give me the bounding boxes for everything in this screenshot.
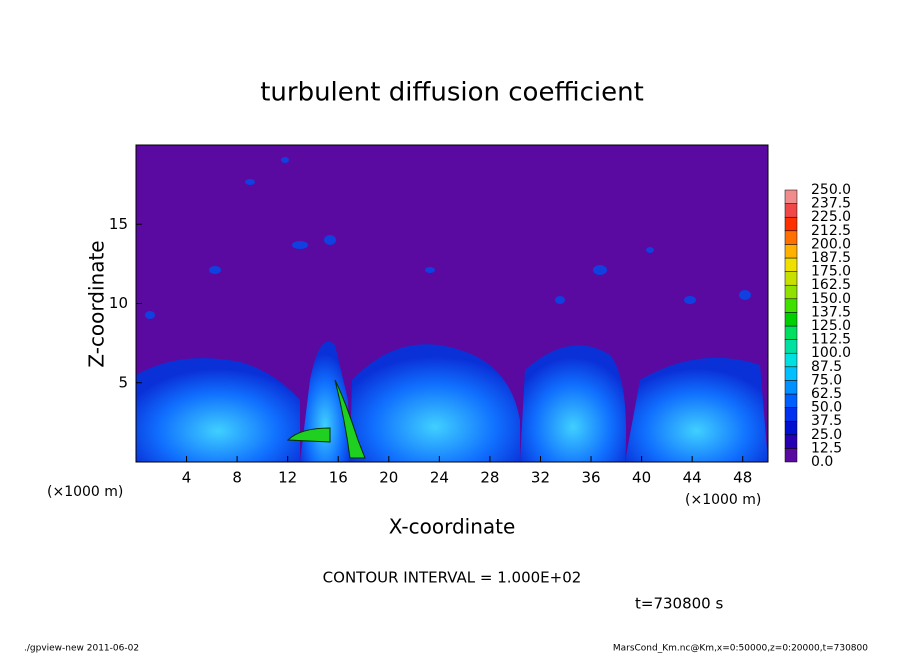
colorbar-label: 62.5 [811,386,842,402]
x-tick-label: 48 [733,469,752,487]
colorbar-label: 225.0 [811,209,851,225]
x-tick-label: 28 [480,469,499,487]
colorbar-label: 12.5 [811,440,842,456]
field-eddies [145,157,751,319]
colorbar-box [784,244,798,259]
colorbar-box [784,271,798,286]
footer-right: MarsCond_Km.nc@Km,x=0:50000,z=0:20000,t=… [613,644,868,654]
colorbar-box [784,339,798,354]
colorbar-box [784,284,798,300]
colorbar-label: 87.5 [811,359,842,375]
field-region [350,344,520,462]
colorbar-label: 187.5 [811,250,851,266]
colorbar-box [784,366,798,381]
colorbar-box [784,434,798,449]
x-tick-label: 44 [683,469,702,487]
colorbar-box [784,380,798,395]
x-tick-label: 36 [581,469,600,487]
colorbar-box [784,189,798,204]
colorbar-label: 150.0 [811,291,851,307]
x-tick-label: 4 [182,469,192,487]
colorbar-label: 112.5 [811,332,851,348]
colorbar-box [784,312,798,327]
colorbar-box [784,216,798,232]
colorbar-label: 125.0 [811,318,851,334]
colorbar-label: 25.0 [811,427,842,443]
y-axis-label: Z-coordinate [85,240,109,367]
x-unit-label: (×1000 m) [47,484,123,500]
chart-title: turbulent diffusion coefficient [260,78,644,108]
colorbar-box [784,352,798,368]
colorbar-label: 250.0 [811,182,851,198]
x-tick-label: 20 [379,469,398,487]
colorbar-label: 100.0 [811,345,851,361]
colorbar-label: 137.5 [811,304,851,320]
colorbar-box [784,230,798,245]
colorbar-box [784,298,798,313]
x-tick-label: 32 [531,469,550,487]
colorbar-box [784,420,798,436]
colorbar-label: 37.5 [811,413,842,429]
colorbar-box [784,393,798,408]
y-tick-label: 10 [109,294,128,312]
colorbar-label: 237.5 [811,196,851,212]
colorbar-label: 0.0 [811,454,833,470]
x-tick-label: 8 [232,469,242,487]
x-tick-label: 40 [632,469,651,487]
colorbar-box [784,325,798,340]
footer-left: ./gpview-new 2011-06-02 [24,644,139,654]
colorbar-box [784,257,798,272]
colorbar-label: 162.5 [811,277,851,293]
x-tick-label: 16 [329,469,348,487]
colorbar-label: 50.0 [811,400,842,416]
x-tick-label: 24 [430,469,449,487]
y-tick-label: 15 [109,215,128,233]
field-region [520,345,626,462]
contour-note: CONTOUR INTERVAL = 1.000E+02 [323,569,582,587]
field-region [286,379,366,459]
colorbar-label: 212.5 [811,223,851,239]
colorbar-label: 75.0 [811,372,842,388]
field [135,144,769,463]
field-region [625,357,768,462]
y-tick-label: 5 [118,373,128,391]
field-region [136,358,300,462]
colorbar-label: 175.0 [811,264,851,280]
colorbar-box [784,407,798,422]
time-label: t=730800 s [635,595,723,613]
x-unit-label: (×1000 m) [685,492,761,508]
colorbar-box [784,203,798,218]
colorbar-box [784,448,798,463]
colorbar-label: 200.0 [811,236,851,252]
x-axis-label: X-coordinate [389,515,516,539]
x-tick-label: 12 [278,469,297,487]
